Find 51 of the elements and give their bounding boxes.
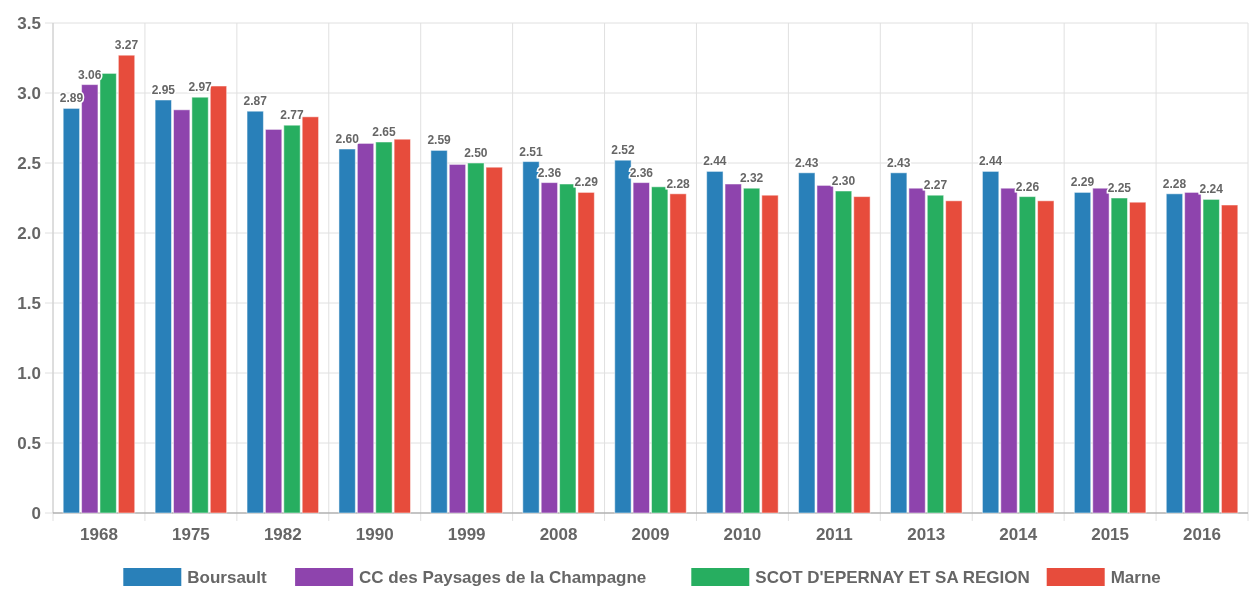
data-label: 2.30 [831,174,856,188]
legend-label: Boursault [187,567,267,587]
y-tick-label: 2.5 [17,153,41,173]
data-label: 2.65 [372,125,396,139]
data-label: 2.87 [243,94,268,109]
y-tick-label: 0.5 [17,433,41,453]
data-label: 2.29 [1070,175,1095,190]
data-label: 2.44 [978,154,1003,169]
x-tick-label: 2008 [539,525,578,544]
data-label: 2.43 [795,155,819,170]
y-tick-label: 3.5 [17,13,41,33]
data-label: 2.52 [611,143,635,158]
data-label: 2.51 [519,144,543,159]
y-tick-label: 0 [31,503,41,523]
x-tick-label: 2014 [999,525,1038,544]
legend-label: Marne [1110,567,1161,587]
data-label: 2.29 [574,175,599,190]
x-tick-label: 1968 [80,525,118,544]
x-tick-label: 2011 [815,525,853,544]
x-tick-label: 1990 [355,525,394,544]
y-tick-label: 1.0 [17,363,41,383]
data-label: 2.25 [1107,181,1132,195]
x-tick-label: 2013 [907,525,946,544]
y-tick-label: 1.5 [17,293,41,313]
data-label: 2.27 [923,178,948,193]
x-tick-label: 2009 [631,525,670,544]
x-tick-label: 2016 [1183,525,1221,544]
x-tick-label: 1975 [171,525,210,544]
x-tick-label: 1999 [447,525,486,544]
data-label: 2.44 [703,154,727,169]
data-label: 2.60 [335,132,360,146]
x-tick-label: 2010 [723,525,762,544]
y-tick-label: 2.0 [17,223,41,243]
data-label: 2.95 [151,83,176,97]
data-label: 2.26 [1015,179,1040,194]
x-tick-label: 1982 [263,525,302,544]
y-tick-label: 3.0 [17,83,41,103]
data-label: 2.50 [464,146,488,160]
data-label: 3.06 [78,67,102,82]
data-label: 2.28 [1162,176,1187,191]
x-tick-label: 2015 [1091,525,1130,544]
data-label: 2.43 [887,155,911,170]
data-label: 2.28 [666,176,691,191]
legend-label: SCOT D'EPERNAY ET SA REGION [755,567,1030,587]
data-label: 3.27 [114,38,139,53]
data-label: 2.97 [188,80,213,95]
data-label: 2.24 [1199,182,1224,197]
legend-label: CC des Paysages de la Champagne [359,567,647,587]
data-label: 2.59 [427,133,452,148]
data-label: 2.32 [739,171,764,186]
data-label: 2.77 [280,108,304,123]
